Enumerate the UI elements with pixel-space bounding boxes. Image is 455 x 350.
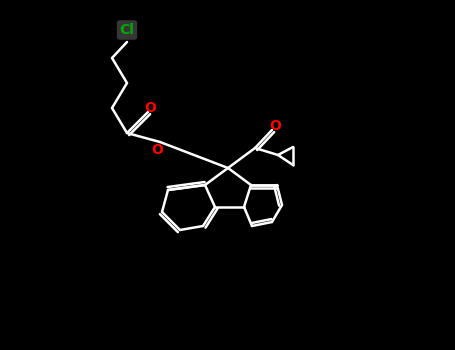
Text: O: O [144,101,156,115]
Text: O: O [269,119,281,133]
Text: O: O [151,143,163,157]
Text: Cl: Cl [120,23,134,37]
